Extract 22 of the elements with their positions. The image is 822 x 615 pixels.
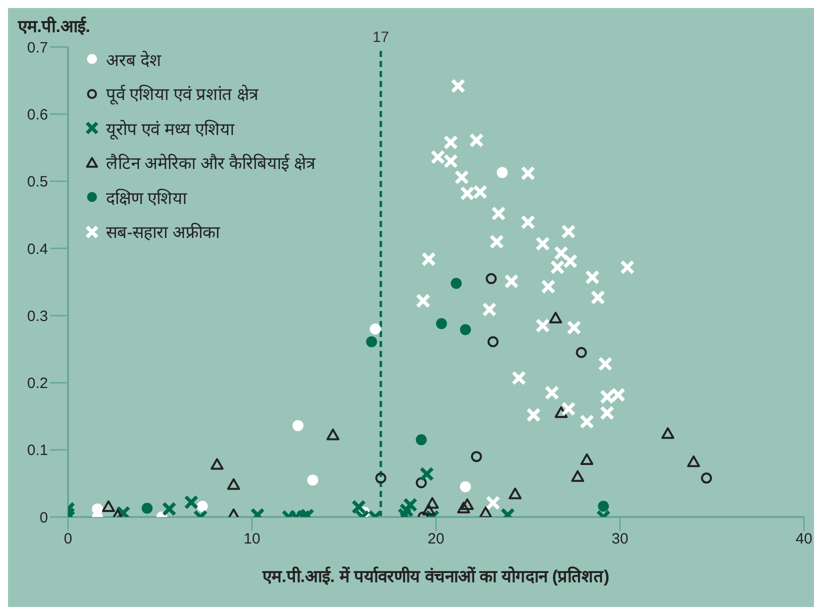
legend-label: लैटिन अमेरिका और कैरिबियाई क्षेत्र bbox=[106, 152, 315, 174]
x-tick-label: 30 bbox=[612, 530, 628, 548]
y-tick-label: 0.5 bbox=[27, 174, 48, 191]
ref-line-label: 17 bbox=[372, 29, 390, 46]
x-tick-label: 20 bbox=[428, 530, 444, 548]
y-tick-label: 0.7 bbox=[27, 39, 48, 56]
y-tick-label: 0.1 bbox=[27, 442, 48, 460]
x-tick-label: 0 bbox=[64, 530, 72, 548]
y-tick-label: 0.6 bbox=[27, 106, 48, 124]
x-tick-label: 40 bbox=[796, 530, 812, 548]
y-tick-label: 0.4 bbox=[27, 240, 48, 258]
y-tick-label: 0.3 bbox=[27, 308, 48, 325]
legend-label: यूरोप एवं मध्य एशिया bbox=[106, 118, 234, 140]
legend-label: अरब देश bbox=[106, 50, 162, 71]
y-tick-label: 0 bbox=[40, 509, 48, 526]
y-axis-title: एम.पी.आई. bbox=[18, 16, 90, 37]
legend-label: दक्षिण एशिया bbox=[106, 188, 187, 209]
legend-label: पूर्व एशिया एवं प्रशांत क्षेत्र bbox=[106, 84, 258, 106]
legend-label: सब-सहारा अफ्रीका bbox=[106, 222, 220, 244]
x-tick-label: 10 bbox=[244, 530, 260, 548]
y-tick-label: 0.2 bbox=[27, 375, 48, 392]
x-axis-title: एम.पी.आई. में पर्यावरणीय वंचनाओं का योगदान (प्रतिशत) bbox=[261, 566, 610, 587]
